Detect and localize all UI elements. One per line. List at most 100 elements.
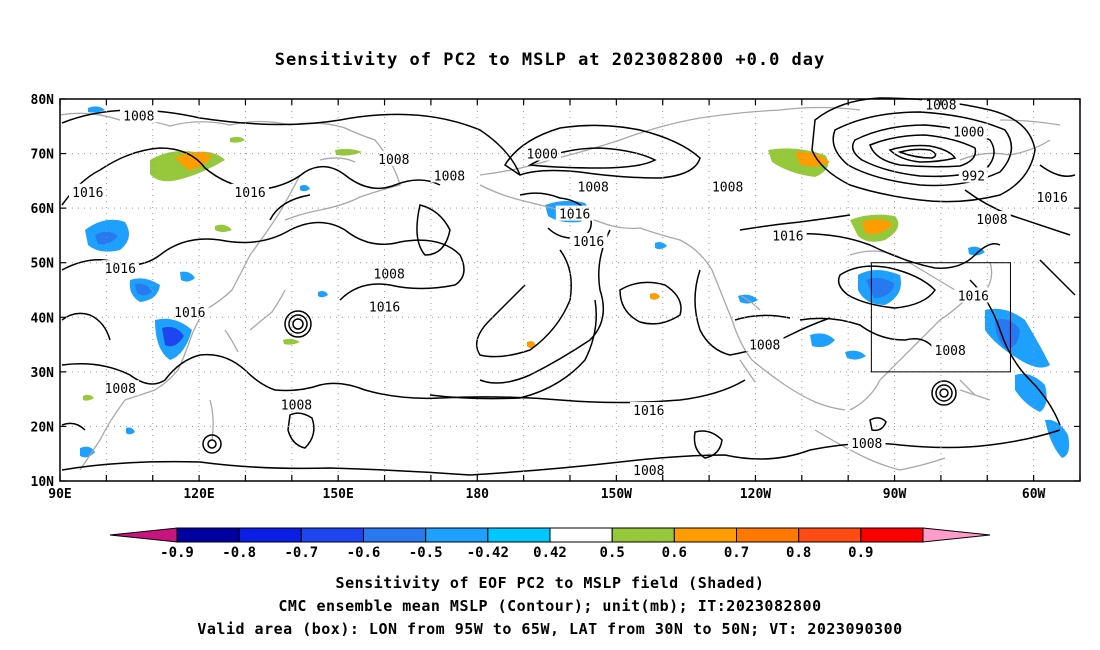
contour-label-bg — [365, 298, 404, 314]
colorbar-bin — [363, 527, 427, 543]
contour-label-bg — [954, 287, 993, 303]
contour-label: 1016 — [1037, 191, 1068, 206]
lat-label: 50N — [31, 257, 55, 272]
lat-label: 40N — [31, 311, 55, 326]
contour-label-bg — [630, 402, 668, 418]
contour-label-bg — [708, 178, 747, 194]
contour-label-bg — [1033, 189, 1071, 205]
contour-label-bg — [745, 336, 784, 352]
colorbar-upper-extension — [922, 527, 991, 543]
colorbar-tick-labels: -0.9 -0.8 -0.7 -0.6 -0.5 -0.42 0.42 0.5 0.6 0.7 0.… — [160, 545, 873, 561]
contour-label: 1008 — [749, 339, 780, 354]
contour-label: 1016 — [72, 186, 103, 201]
colorbar-tick-label: 0.9 — [848, 545, 873, 561]
contour-label: 992 — [962, 169, 985, 184]
contour-label-bg — [277, 396, 316, 412]
contour-label: 1016 — [633, 404, 664, 419]
contour-label-bg — [120, 107, 158, 123]
contour-label-bg — [101, 380, 140, 396]
colorbar-bin — [673, 527, 737, 543]
graticule — [60, 99, 1080, 481]
contour-label: 1008 — [434, 169, 465, 184]
lon-label: 120E — [183, 487, 214, 502]
contour-label-bg — [101, 260, 140, 276]
colorbar-bin — [736, 527, 800, 543]
contour-label-bg — [958, 167, 988, 183]
lat-label: 60N — [31, 202, 55, 217]
lon-label: 90E — [48, 487, 71, 502]
contour-label: 1016 — [234, 186, 265, 201]
colorbar-tick-label: 0.8 — [786, 545, 811, 561]
contour-label-bg — [430, 167, 469, 183]
contour-label: 1008 — [935, 344, 966, 359]
contour-label: 1008 — [633, 464, 664, 479]
contour-label-bg — [847, 434, 886, 450]
contour-label: 1016 — [369, 300, 400, 315]
sensitivity-shading — [80, 106, 1070, 458]
lat-label: 10N — [31, 475, 55, 490]
contour-label: 1008 — [281, 399, 312, 414]
contour-label-bg — [375, 151, 413, 167]
colorbar-bin — [611, 527, 675, 543]
contour-label: 1008 — [374, 268, 405, 283]
contour-label: 1008 — [976, 213, 1007, 228]
contour-label-bg — [949, 123, 988, 139]
lat-label: 70N — [31, 148, 55, 163]
contour-label-bg — [370, 265, 408, 281]
colorbar-tick-label: 0.42 — [533, 545, 567, 561]
contour-label-bg — [69, 183, 107, 199]
contour-label-bg — [231, 183, 269, 199]
colorbar-bin — [798, 527, 862, 543]
colorbar-tick-label: -0.6 — [347, 545, 381, 561]
colorbar-bin — [860, 527, 924, 543]
contour-label: 1000 — [527, 148, 558, 163]
lat-label: 20N — [31, 420, 55, 435]
contour-label-bg — [630, 462, 668, 478]
colorbar-tick-label: 0.5 — [600, 545, 625, 561]
contour-label: 1008 — [712, 180, 743, 195]
longitude-labels: 90E 120E 150E 180 150W 120W 90W 60W — [48, 487, 1045, 502]
valid-area-box — [870, 262, 1011, 373]
colorbar-tick-label: -0.9 — [160, 545, 194, 561]
contour-label: 1008 — [578, 180, 609, 195]
lat-label: 80N — [31, 93, 55, 108]
contour-label: 1016 — [105, 262, 136, 277]
colorbar-tick-label: 0.7 — [724, 545, 749, 561]
colorbar-tick-label: -0.42 — [467, 545, 509, 561]
axis-ticks — [59, 98, 1081, 482]
contour-label-bg — [973, 211, 1011, 227]
contour-label: 1008 — [123, 109, 154, 124]
colorbar-bin — [487, 527, 551, 543]
contour-label: 1016 — [573, 235, 604, 250]
colorbar-bin — [300, 527, 365, 543]
colorbar-bin — [425, 527, 489, 543]
lon-label: 90W — [883, 487, 907, 502]
contour-label-bg — [574, 178, 612, 194]
contour-label: 1008 — [105, 382, 136, 397]
colorbar-bin — [238, 527, 302, 543]
latitude-labels: 80N 70N 60N 50N 40N 30N 20N 10N — [31, 93, 55, 490]
colorbar-lower-extension — [109, 527, 178, 543]
colorbar-tick-label: -0.8 — [222, 545, 256, 561]
contour-label: 1016 — [958, 289, 989, 304]
contour-label-bg — [555, 205, 594, 221]
contour-label: 1000 — [953, 126, 984, 141]
contour-label-bg — [569, 232, 608, 248]
lon-label: 60W — [1022, 487, 1046, 502]
colorbar-bin — [176, 527, 240, 543]
contour-label: 1016 — [174, 306, 205, 321]
lon-label: 180 — [466, 487, 490, 502]
colorbar-bin — [549, 527, 613, 543]
contour-label: 1008 — [851, 437, 882, 452]
contour-label: 1008 — [378, 153, 409, 168]
caption-shading: Sensitivity of EOF PC2 to MSLP field (Sh… — [335, 574, 765, 592]
colorbar-tick-label: 0.6 — [662, 545, 687, 561]
colorbar — [109, 527, 991, 543]
lon-label: 120W — [740, 487, 771, 502]
lon-label: 150E — [323, 487, 354, 502]
contour-label: 1016 — [772, 229, 803, 244]
colorbar-tick-label: -0.5 — [409, 545, 443, 561]
lat-label: 30N — [31, 366, 55, 381]
caption-valid-area: Valid area (box): LON from 95W to 65W, L… — [197, 620, 903, 638]
